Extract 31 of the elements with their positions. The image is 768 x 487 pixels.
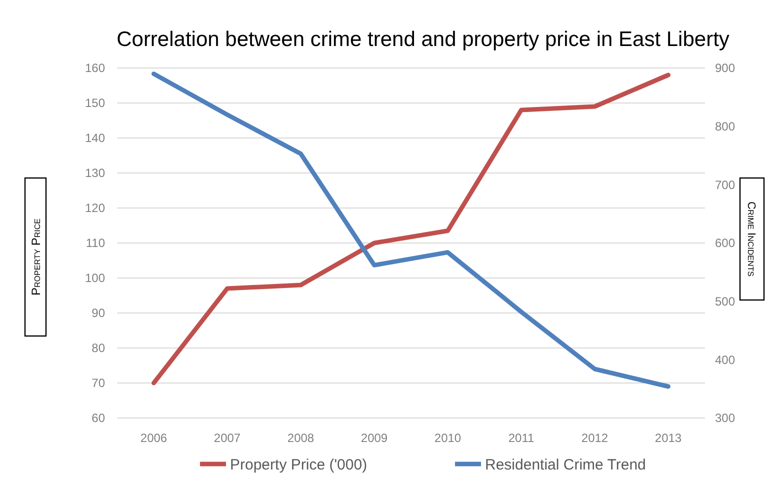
y-tick-label: 160 [84, 61, 106, 76]
y2-tick-label: 300 [715, 411, 736, 426]
y2-tick-label: 600 [715, 236, 736, 250]
y2-tick-label: 500 [715, 294, 736, 309]
x-tick-label: 2006 [140, 431, 168, 446]
y-tick-label: 150 [84, 96, 106, 110]
y-tick-label: 100 [84, 271, 106, 286]
y-tick-label: 60 [92, 411, 106, 426]
y2-axis-title: Crime Incidents [745, 202, 757, 276]
chart-title: Correlation between crime trend and property price in East Liberty [116, 28, 730, 51]
y2-tick-label: 800 [715, 120, 736, 134]
x-tick-label: 2008 [287, 431, 314, 446]
y-tick-label: 110 [86, 236, 106, 250]
x-tick-label: 2007 [214, 431, 241, 446]
legend-label: Property Price ('000) [230, 456, 368, 474]
legend-label: Residential Crime Trend [485, 456, 646, 474]
y2-tick-label: 400 [715, 352, 736, 367]
y-tick-label: 70 [92, 376, 106, 390]
x-tick-label: 2012 [581, 431, 608, 446]
y-tick-label: 140 [84, 131, 106, 146]
y-axis-title: Property Price [29, 218, 43, 296]
x-tick-label: 2009 [360, 431, 388, 446]
y-tick-label: 130 [84, 166, 106, 180]
y-tick-label: 120 [84, 201, 106, 216]
y2-tick-label: 900 [715, 61, 736, 76]
x-tick-label: 2010 [434, 431, 462, 446]
y-tick-label: 90 [92, 306, 106, 320]
y-tick-label: 80 [92, 341, 106, 356]
x-tick-label: 2011 [508, 431, 534, 446]
y2-tick-label: 700 [715, 178, 736, 192]
x-tick-label: 2013 [654, 431, 682, 446]
